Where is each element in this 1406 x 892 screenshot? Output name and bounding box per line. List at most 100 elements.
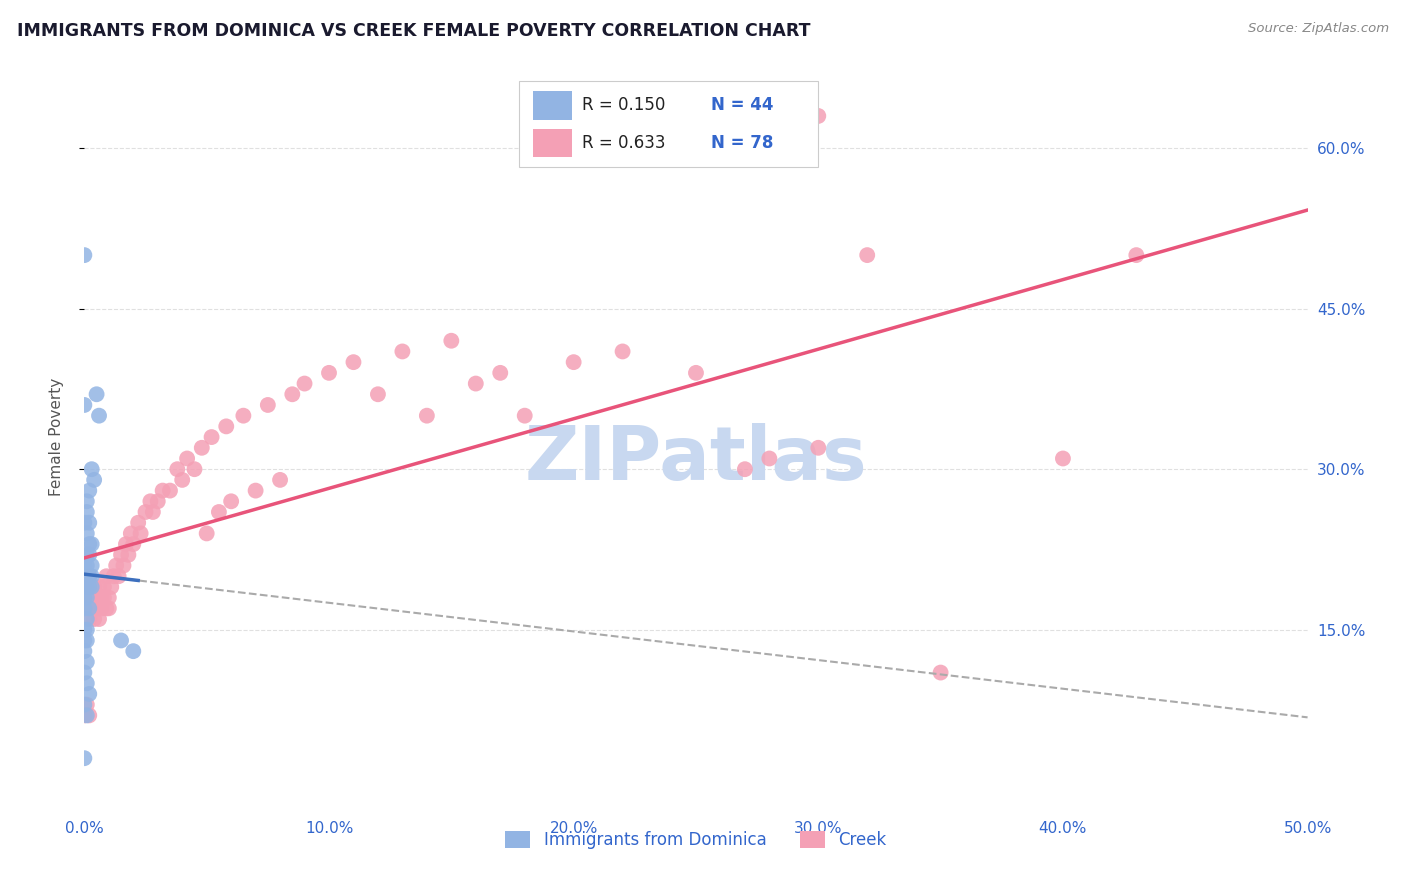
Point bbox=[294, 376, 316, 391]
Point bbox=[76, 558, 98, 573]
Point bbox=[105, 558, 128, 573]
Point bbox=[76, 591, 98, 605]
Point bbox=[76, 548, 98, 562]
Point bbox=[76, 655, 98, 669]
Point bbox=[232, 409, 254, 423]
Text: Source: ZipAtlas.com: Source: ZipAtlas.com bbox=[1249, 22, 1389, 36]
Point bbox=[76, 580, 98, 594]
Point bbox=[100, 580, 122, 594]
Point bbox=[513, 409, 536, 423]
Point bbox=[464, 376, 486, 391]
Point bbox=[77, 601, 100, 615]
Point bbox=[80, 601, 103, 615]
Point bbox=[562, 355, 585, 369]
Point bbox=[318, 366, 340, 380]
Point bbox=[76, 612, 98, 626]
Point bbox=[127, 516, 149, 530]
Point bbox=[73, 633, 96, 648]
Point bbox=[73, 698, 96, 712]
Point bbox=[73, 558, 96, 573]
Point bbox=[110, 633, 132, 648]
Point bbox=[77, 516, 100, 530]
Point bbox=[172, 473, 194, 487]
Point bbox=[83, 580, 105, 594]
Point bbox=[120, 526, 142, 541]
Text: R = 0.633: R = 0.633 bbox=[582, 134, 665, 153]
Point bbox=[73, 751, 96, 765]
Point bbox=[73, 591, 96, 605]
Point bbox=[90, 601, 112, 615]
Point bbox=[77, 548, 100, 562]
Y-axis label: Female Poverty: Female Poverty bbox=[49, 378, 63, 496]
Bar bbox=[533, 91, 572, 120]
Point bbox=[257, 398, 280, 412]
FancyBboxPatch shape bbox=[519, 81, 818, 168]
Point bbox=[76, 494, 98, 508]
Point bbox=[86, 601, 108, 615]
Point bbox=[112, 558, 135, 573]
Point bbox=[73, 665, 96, 680]
Point bbox=[115, 537, 138, 551]
Point bbox=[107, 569, 129, 583]
Point bbox=[77, 612, 100, 626]
Point bbox=[77, 483, 100, 498]
Point bbox=[87, 580, 110, 594]
Point bbox=[73, 516, 96, 530]
Point bbox=[367, 387, 389, 401]
Point bbox=[83, 473, 105, 487]
Point bbox=[77, 708, 100, 723]
Point bbox=[86, 387, 108, 401]
Point bbox=[80, 537, 103, 551]
Point bbox=[440, 334, 463, 348]
Point bbox=[87, 409, 110, 423]
Point bbox=[76, 601, 98, 615]
Point bbox=[183, 462, 205, 476]
Point bbox=[80, 462, 103, 476]
Point bbox=[103, 569, 125, 583]
Point bbox=[152, 483, 174, 498]
Point bbox=[90, 591, 112, 605]
Point bbox=[73, 623, 96, 637]
Point bbox=[856, 248, 879, 262]
Point bbox=[73, 569, 96, 583]
Point bbox=[146, 494, 169, 508]
Point bbox=[1052, 451, 1074, 466]
Point bbox=[73, 708, 96, 723]
Point bbox=[269, 473, 291, 487]
Text: ZIPatlas: ZIPatlas bbox=[524, 423, 868, 496]
Point bbox=[416, 409, 439, 423]
Point bbox=[73, 591, 96, 605]
Point bbox=[807, 109, 830, 123]
Point bbox=[342, 355, 364, 369]
Point bbox=[76, 676, 98, 690]
Point bbox=[135, 505, 157, 519]
Point bbox=[77, 569, 100, 583]
Point bbox=[122, 644, 145, 658]
Point bbox=[139, 494, 162, 508]
Point bbox=[166, 462, 188, 476]
Point bbox=[83, 612, 105, 626]
Point bbox=[489, 366, 512, 380]
Point bbox=[76, 505, 98, 519]
Point bbox=[80, 591, 103, 605]
Point bbox=[142, 505, 165, 519]
Point bbox=[96, 601, 118, 615]
Point bbox=[929, 665, 952, 680]
Point bbox=[97, 591, 120, 605]
Point bbox=[97, 601, 120, 615]
Point bbox=[219, 494, 242, 508]
Point bbox=[195, 526, 218, 541]
Point bbox=[612, 344, 634, 359]
Point bbox=[176, 451, 198, 466]
Point bbox=[129, 526, 152, 541]
Point bbox=[76, 633, 98, 648]
Point bbox=[734, 462, 756, 476]
Bar bbox=[533, 129, 572, 158]
Point bbox=[122, 537, 145, 551]
Point bbox=[76, 623, 98, 637]
Point bbox=[77, 537, 100, 551]
Point bbox=[1125, 248, 1147, 262]
Point bbox=[77, 580, 100, 594]
Point bbox=[245, 483, 267, 498]
Point bbox=[93, 591, 115, 605]
